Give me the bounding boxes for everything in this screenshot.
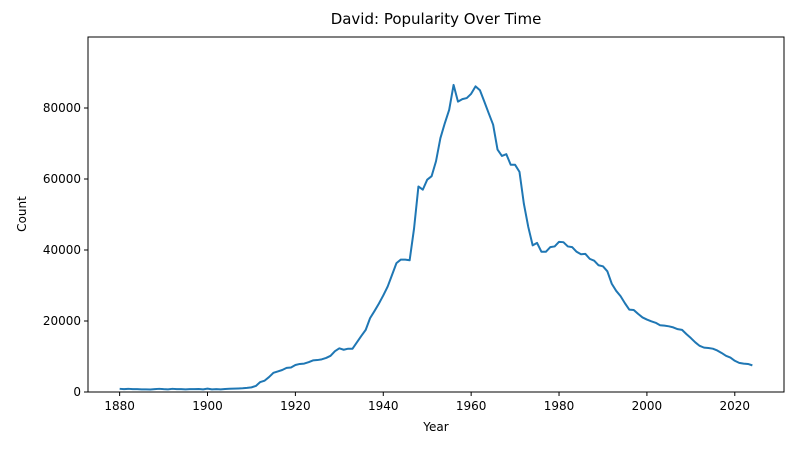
y-tick-label: 80000 bbox=[43, 101, 81, 115]
plot-frame bbox=[87, 36, 785, 393]
y-tick-label: 40000 bbox=[43, 243, 81, 257]
x-tick-label: 1880 bbox=[104, 399, 135, 413]
chart-title: David: Popularity Over Time bbox=[331, 10, 542, 28]
y-tick-label: 20000 bbox=[43, 314, 81, 328]
line-series bbox=[119, 83, 753, 391]
x-tick-label: 1900 bbox=[192, 399, 223, 413]
x-tick-label: 1920 bbox=[280, 399, 311, 413]
x-axis-label: Year bbox=[422, 420, 448, 434]
x-tick-label: 1960 bbox=[456, 399, 487, 413]
y-tick-label: 0 bbox=[73, 385, 81, 399]
x-tick-label: 1980 bbox=[544, 399, 575, 413]
y-tick-label: 60000 bbox=[43, 172, 81, 186]
x-tick-label: 1940 bbox=[368, 399, 399, 413]
x-tick-label: 2000 bbox=[632, 399, 663, 413]
y-axis-label: Count bbox=[15, 196, 29, 232]
x-tick-label: 2020 bbox=[720, 399, 751, 413]
